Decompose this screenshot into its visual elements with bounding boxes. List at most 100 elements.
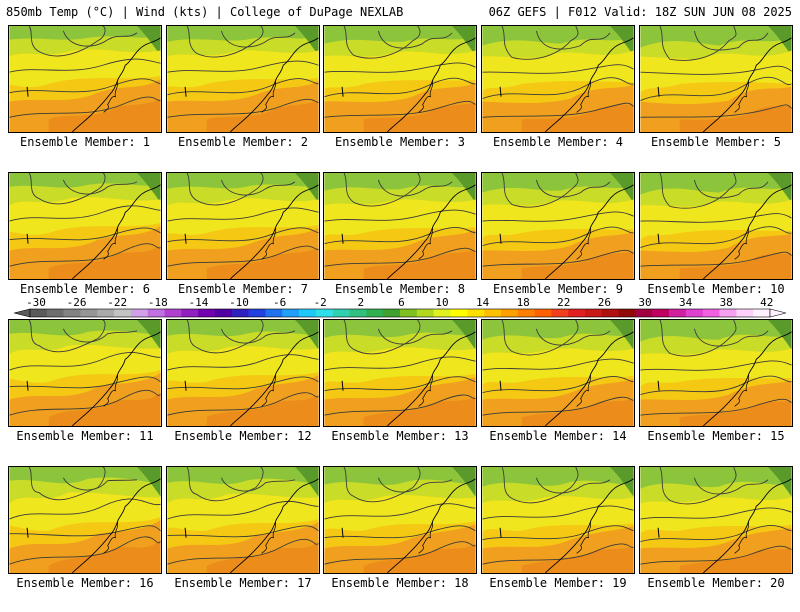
isotherm-contour-line xyxy=(482,543,634,565)
ensemble-panel-16: Ensemble Member: 16 xyxy=(8,466,162,612)
isotherm-contour-line xyxy=(640,375,792,396)
map-region-coldest xyxy=(452,320,476,350)
ensemble-map-19 xyxy=(481,466,635,574)
lake-outline xyxy=(499,380,502,391)
isotherm-contour-line xyxy=(324,503,476,520)
isotherm-contour-line xyxy=(324,376,476,392)
ensemble-member-label: Ensemble Member: 10 xyxy=(647,282,785,296)
isotherm-contour-line xyxy=(220,328,296,344)
isotherm-contour-line xyxy=(343,320,421,355)
chesapeake-bay-outline xyxy=(418,374,434,407)
colorbar-tick-label: 42 xyxy=(760,296,773,309)
colorbar-swatch xyxy=(618,309,636,317)
ensemble-map-20 xyxy=(639,466,793,574)
isotherm-contour-line xyxy=(186,173,264,206)
isotherm-contour-line xyxy=(167,78,319,96)
chesapeake-bay-outline xyxy=(103,521,119,554)
ensemble-member-label: Ensemble Member: 11 xyxy=(16,429,154,443)
map-region-mild xyxy=(482,199,634,238)
ensemble-member-label: Ensemble Member: 14 xyxy=(489,429,627,443)
colorbar-swatch xyxy=(601,309,619,317)
colorbar-swatch xyxy=(669,309,687,317)
lake-outline xyxy=(657,380,660,391)
ensemble-member-label: Ensemble Member: 13 xyxy=(331,429,469,443)
colorbar-swatch xyxy=(719,309,737,317)
map-region-hot xyxy=(521,398,634,426)
ensemble-member-label: Ensemble Member: 20 xyxy=(647,576,785,590)
colorbar-swatch xyxy=(114,309,132,317)
isotherm-contour-line xyxy=(640,213,792,223)
chesapeake-bay-outline xyxy=(576,521,592,554)
isotherm-contour-line xyxy=(324,100,476,118)
ensemble-map-8 xyxy=(323,172,477,280)
isotherm-contour-line xyxy=(324,394,476,416)
ensemble-panel-13: Ensemble Member: 13 xyxy=(323,319,477,465)
colorbar-swatch xyxy=(130,309,149,317)
ensemble-map-6 xyxy=(8,172,162,280)
isotherm-contour-line xyxy=(167,525,319,538)
isotherm-contour-line xyxy=(535,477,611,494)
colorbar-swatch xyxy=(299,309,317,317)
map-region-cold xyxy=(167,173,319,189)
colorbar-swatch xyxy=(635,309,653,317)
coastline xyxy=(71,478,161,573)
map-region-mild xyxy=(324,199,476,236)
lake-outline xyxy=(499,527,502,538)
map-region-coldest xyxy=(295,26,319,56)
map-region-mild xyxy=(640,348,792,387)
map-region-mild xyxy=(9,49,161,88)
colorbar-swatch xyxy=(215,309,233,317)
colorbar-swatch xyxy=(46,309,64,317)
colorbar-tick-label: 22 xyxy=(557,296,570,309)
isotherm-contour-line xyxy=(482,64,634,74)
ensemble-member-label: Ensemble Member: 15 xyxy=(647,429,785,443)
ensemble-member-label: Ensemble Member: 6 xyxy=(19,282,151,296)
map-region-coldest xyxy=(610,320,634,350)
map-region-mild xyxy=(482,496,634,532)
isotherm-contour-line xyxy=(324,62,476,73)
map-region-cold xyxy=(324,26,476,44)
colorbar-swatch xyxy=(450,309,468,317)
isotherm-contour-line xyxy=(659,173,737,209)
chesapeake-bay-outline xyxy=(418,521,434,554)
colorbar-swatch xyxy=(534,309,552,317)
colorbar-tick-label: 30 xyxy=(638,296,651,309)
ensemble-member-label: Ensemble Member: 9 xyxy=(492,282,624,296)
map-region-cold xyxy=(167,26,319,42)
map-region-mild xyxy=(324,495,476,531)
colorbar-tick-label: -6 xyxy=(273,296,286,309)
header-title-right: 06Z GEFS | F012 Valid: 18Z SUN JUN 08 20… xyxy=(488,5,792,19)
ensemble-map-2 xyxy=(166,25,320,133)
header-title-left: 850mb Temp (°C) | Wind (kts) | College o… xyxy=(6,5,404,19)
isotherm-contour-line xyxy=(220,179,296,196)
colorbar-swatch xyxy=(248,309,266,317)
ensemble-member-label: Ensemble Member: 1 xyxy=(19,135,151,149)
map-region-hot xyxy=(679,253,792,279)
lake-outline xyxy=(26,380,29,391)
colorbar-swatch xyxy=(551,309,569,317)
isotherm-contour-line xyxy=(343,26,421,59)
colorbar-swatch xyxy=(568,309,586,317)
ensemble-map-11 xyxy=(8,319,162,427)
colorbar-swatch xyxy=(500,309,519,317)
ensemble-panel-11: Ensemble Member: 11 xyxy=(8,319,162,465)
ensemble-panel-5: Ensemble Member: 5 xyxy=(639,25,793,171)
map-region-hot xyxy=(521,251,634,279)
lake-outline xyxy=(184,86,187,97)
ensemble-panel-6: Ensemble Member: 6 xyxy=(8,172,162,318)
colorbar-swatch xyxy=(282,309,300,317)
isotherm-contour-line xyxy=(693,477,769,495)
ensemble-member-label: Ensemble Member: 19 xyxy=(489,576,627,590)
map-region-coldest xyxy=(295,467,319,497)
map-region-mild xyxy=(167,198,319,235)
ensemble-map-3 xyxy=(323,25,477,133)
map-region-coldest xyxy=(768,26,792,56)
ensemble-panel-4: Ensemble Member: 4 xyxy=(481,25,635,171)
isotherm-contour-line xyxy=(482,211,634,222)
isotherm-contour-line xyxy=(167,227,319,243)
map-region-coldest xyxy=(295,320,319,350)
colorbar-swatch xyxy=(685,309,704,317)
chesapeake-bay-outline xyxy=(734,374,750,407)
isotherm-contour-line xyxy=(640,226,792,249)
ensemble-panel-15: Ensemble Member: 15 xyxy=(639,319,793,465)
